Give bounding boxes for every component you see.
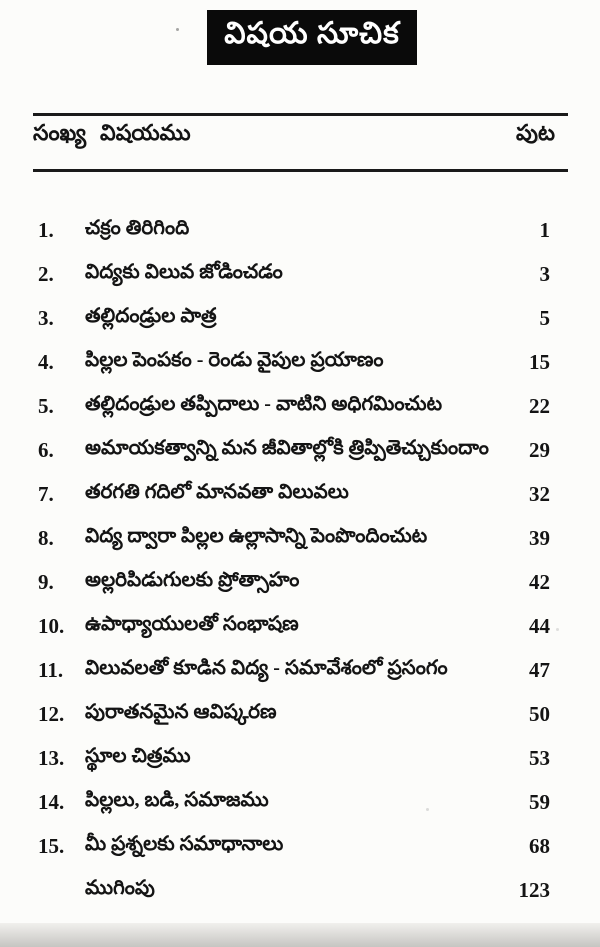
entry-page: 59 xyxy=(529,789,550,814)
entry-title: తల్లిదండ్రుల పాత్ర xyxy=(85,304,217,327)
toc-row: 10. ఉపాధ్యాయులతో సంభాషణ 44 xyxy=(0,604,600,648)
entry-page: 1 xyxy=(539,217,551,242)
entry-number: 5. xyxy=(38,393,54,418)
toc-row: 7. తరగతి గదిలో మానవతా విలువలు 32 xyxy=(0,472,600,516)
header-rule-bottom xyxy=(33,169,568,172)
entry-title: విలువలతో కూడిన విద్య - సమావేశంలో ప్రసంగం xyxy=(85,656,448,679)
header-rule-top xyxy=(33,113,568,116)
column-headers: సంఖ్య విషయము పుట xyxy=(33,120,568,151)
toc-row: 11. విలువలతో కూడిన విద్య - సమావేశంలో ప్ర… xyxy=(0,648,600,692)
entry-page: 53 xyxy=(529,745,550,770)
entry-page: 42 xyxy=(529,569,550,594)
entry-title: ఉపాధ్యాయులతో సంభాషణ xyxy=(85,612,299,635)
entry-page: 50 xyxy=(529,701,550,726)
entry-page: 44 xyxy=(529,613,550,638)
entry-title: స్థూల చిత్రము xyxy=(85,744,191,767)
entry-number: 3. xyxy=(38,305,54,330)
toc-row: 15. మీ ప్రశ్నలకు సమాధానాలు 68 xyxy=(0,824,600,868)
entry-number: 14. xyxy=(38,789,65,814)
toc-row: 9. అల్లరిపిడుగులకు ప్రోత్సాహం 42 xyxy=(0,560,600,604)
entry-title: విద్య ద్వారా పిల్లల ఉల్లాసాన్ని పెంపొంది… xyxy=(85,524,428,547)
toc-row: 8. విద్య ద్వారా పిల్లల ఉల్లాసాన్ని పెంపొ… xyxy=(0,516,600,560)
entry-number: 7. xyxy=(38,481,54,506)
toc-entries: 1. చక్రం తిరిగింది 1 2. విద్యకు విలువ జో… xyxy=(0,208,600,912)
page-title: విషయ సూచిక xyxy=(224,17,400,50)
entry-page: 5 xyxy=(539,305,551,330)
toc-row: 2. విద్యకు విలువ జోడించడం 3 xyxy=(0,252,600,296)
entry-title: పురాతనమైన ఆవిష్కరణ xyxy=(85,700,277,723)
entry-title: అమాయకత్వాన్ని మన జీవితాల్లోకి త్రిప్పితె… xyxy=(85,436,489,459)
entry-number: 6. xyxy=(38,437,54,462)
entry-number: 2. xyxy=(38,261,54,286)
entry-title: అల్లరిపిడుగులకు ప్రోత్సాహం xyxy=(85,568,300,591)
entry-page: 22 xyxy=(529,393,550,418)
scan-edge-shadow xyxy=(0,923,600,947)
entry-title: చక్రం తిరిగింది xyxy=(85,216,190,239)
entry-number: 12. xyxy=(38,701,65,726)
entry-number: 4. xyxy=(38,349,54,374)
entry-title: మీ ప్రశ్నలకు సమాధానాలు xyxy=(85,832,284,855)
entry-page: 3 xyxy=(539,261,551,286)
toc-row: 12. పురాతనమైన ఆవిష్కరణ 50 xyxy=(0,692,600,736)
entry-number: 11. xyxy=(38,657,64,682)
scan-speck xyxy=(176,28,179,31)
entry-title: పిల్లలు, బడి, సమాజము xyxy=(85,788,269,811)
toc-row: 13. స్థూల చిత్రము 53 xyxy=(0,736,600,780)
entry-page: 123 xyxy=(518,877,551,902)
toc-row: 3. తల్లిదండ్రుల పాత్ర 5 xyxy=(0,296,600,340)
entry-number: 1. xyxy=(38,217,54,242)
toc-row: ముగింపు 123 xyxy=(0,868,600,912)
column-header-subject: విషయము xyxy=(100,120,191,145)
entry-page: 32 xyxy=(529,481,550,506)
page-title-banner: విషయ సూచిక xyxy=(207,10,417,65)
entry-title: తల్లిదండ్రుల తప్పిదాలు - వాటిని అధిగమించ… xyxy=(85,392,443,415)
entry-title: ముగింపు xyxy=(85,876,155,899)
entry-page: 47 xyxy=(529,657,550,682)
column-header-number: సంఖ్య xyxy=(33,120,87,145)
entry-number: 10. xyxy=(38,613,65,638)
column-header-page: పుట xyxy=(516,120,555,145)
entry-page: 15 xyxy=(529,349,550,374)
entry-title: విద్యకు విలువ జోడించడం xyxy=(85,260,283,283)
entry-title: పిల్లల పెంపకం - రెండు వైపుల ప్రయాణం xyxy=(85,348,384,371)
entry-page: 39 xyxy=(529,525,550,550)
toc-row: 6. అమాయకత్వాన్ని మన జీవితాల్లోకి త్రిప్ప… xyxy=(0,428,600,472)
entry-number: 9. xyxy=(38,569,54,594)
entry-number: 15. xyxy=(38,833,65,858)
toc-row: 5. తల్లిదండ్రుల తప్పిదాలు - వాటిని అధిగమ… xyxy=(0,384,600,428)
entry-page: 68 xyxy=(529,833,550,858)
entry-title: తరగతి గదిలో మానవతా విలువలు xyxy=(85,480,349,503)
entry-number: 8. xyxy=(38,525,54,550)
entry-number: 13. xyxy=(38,745,65,770)
toc-row: 4. పిల్లల పెంపకం - రెండు వైపుల ప్రయాణం 1… xyxy=(0,340,600,384)
toc-row: 1. చక్రం తిరిగింది 1 xyxy=(0,208,600,252)
entry-page: 29 xyxy=(529,437,550,462)
toc-row: 14. పిల్లలు, బడి, సమాజము 59 xyxy=(0,780,600,824)
